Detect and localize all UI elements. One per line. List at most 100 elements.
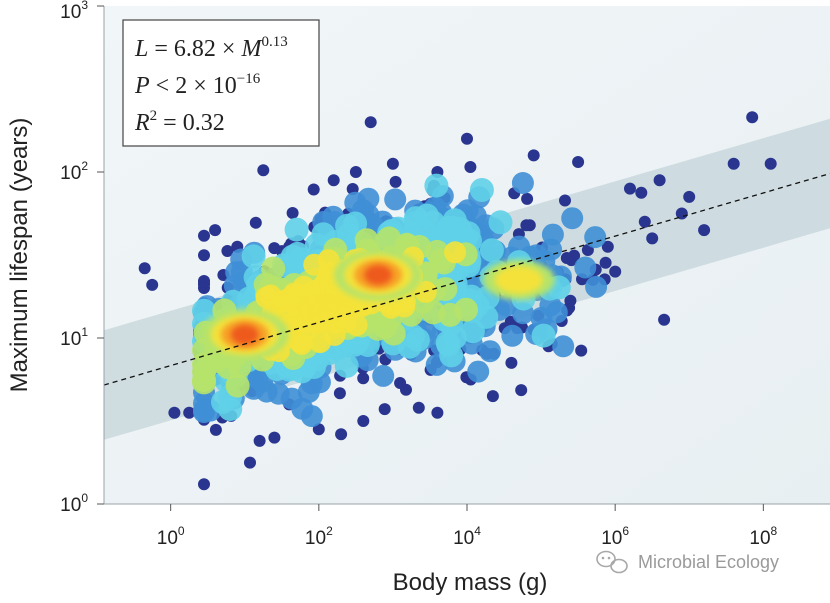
outlier-point: [183, 406, 196, 419]
outlier-point: [560, 252, 573, 264]
outlier-point: [521, 192, 534, 205]
x-axis-ticks: 100 102 104 106 108: [157, 504, 778, 549]
outlier-point: [431, 406, 444, 419]
outlier-point: [635, 186, 648, 199]
outlier-point: [564, 294, 577, 307]
outlier-point: [601, 240, 614, 253]
outlier-point: [357, 372, 370, 385]
outlier-point: [386, 157, 399, 170]
density-point: [539, 294, 562, 317]
outlier-point: [198, 249, 210, 262]
outlier-point: [520, 219, 533, 232]
x-tick-label: 104: [453, 524, 481, 549]
outlier-point: [349, 166, 362, 178]
outlier-point: [249, 216, 262, 229]
density-point: [540, 238, 563, 261]
density-point: [552, 335, 575, 358]
outlier-point: [746, 111, 759, 124]
density-point: [469, 178, 494, 202]
outlier-point: [146, 278, 159, 291]
density-point: [433, 277, 458, 302]
outlier-point: [244, 456, 256, 469]
density-point: [444, 241, 467, 264]
density-point: [401, 324, 425, 349]
density-point: [424, 173, 449, 198]
outlier-point: [400, 383, 412, 396]
density-point: [343, 211, 368, 236]
outlier-point: [307, 183, 320, 196]
outlier-point: [268, 242, 281, 255]
regression-line: [104, 172, 830, 386]
equation-box: L = 6.82 × M0.13 P < 2 × 10−16 R2 = 0.32: [122, 19, 320, 147]
density-point: [584, 226, 607, 249]
density-point: [192, 368, 216, 393]
outlier-point: [257, 164, 270, 177]
outlier-point: [198, 282, 210, 294]
outlier-point: [357, 415, 370, 427]
density-point: [267, 382, 290, 405]
y-axis-ticks: 100 101 102 103: [60, 0, 104, 516]
outlier-point: [138, 262, 151, 275]
outlier-point: [505, 356, 518, 369]
y-tick-label: 102: [60, 159, 88, 184]
x-tick-label: 106: [601, 524, 629, 549]
density-point: [225, 373, 250, 398]
outlier-point: [268, 431, 281, 444]
density-point: [334, 353, 359, 378]
outlier-point: [486, 390, 499, 403]
density-point: [574, 256, 597, 279]
outlier-point: [559, 194, 571, 207]
density-point: [297, 381, 320, 403]
x-tick-label: 108: [749, 524, 777, 549]
outlier-point: [327, 174, 340, 187]
density-point: [439, 343, 464, 368]
density-point: [372, 364, 395, 387]
outlier-point: [209, 423, 222, 436]
density-point: [380, 296, 403, 319]
density-point: [303, 253, 326, 276]
outlier-point: [464, 161, 477, 173]
outlier-point: [364, 116, 377, 129]
outlier-point: [378, 403, 391, 416]
outlier-point: [658, 313, 671, 326]
density-point: [273, 289, 296, 312]
outlier-point: [412, 401, 425, 414]
density-point: [318, 295, 341, 318]
wechat-icon: [596, 550, 628, 574]
density-point: [309, 331, 332, 354]
equation-line-3: R2 = 0.32: [134, 108, 225, 136]
equation-line-2: P < 2 × 10−16: [134, 71, 261, 99]
density-point: [403, 206, 428, 231]
equation-line-1: L = 6.82 × M0.13: [134, 34, 288, 62]
density-point: [561, 207, 584, 230]
outlier-point: [198, 478, 210, 491]
outlier-point: [599, 256, 612, 269]
watermark: Microbial Ecology: [596, 550, 779, 574]
x-axis-title: Body mass (g): [393, 569, 548, 596]
y-tick-label: 103: [60, 0, 88, 23]
outlier-point: [333, 387, 346, 400]
outlier-point: [638, 215, 651, 228]
density-point: [479, 340, 501, 363]
density-point: [241, 244, 266, 269]
x-tick-label: 102: [305, 524, 333, 549]
density-point: [337, 294, 360, 317]
density-point: [454, 297, 478, 322]
y-tick-label: 101: [60, 325, 88, 350]
outlier-point: [572, 156, 585, 168]
density-point: [488, 210, 513, 235]
outlier-point: [221, 245, 234, 257]
density-point: [474, 304, 499, 329]
outlier-point: [335, 428, 348, 441]
density-point: [585, 275, 608, 298]
density-point: [479, 238, 504, 263]
density-point: [384, 188, 407, 211]
density-point: [317, 274, 340, 297]
density-point: [284, 217, 309, 242]
density-point: [501, 324, 524, 347]
outlier-point: [515, 384, 528, 397]
density-point: [354, 228, 379, 253]
outlier-point: [168, 406, 181, 419]
outlier-point: [389, 175, 402, 188]
